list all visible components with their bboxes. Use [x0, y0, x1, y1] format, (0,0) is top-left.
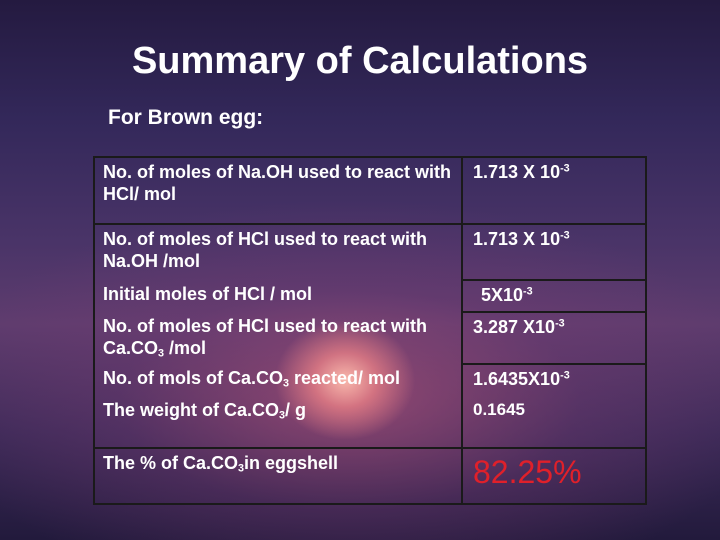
subtitle: For Brown egg:: [108, 106, 264, 129]
value-base: 1.6435X10: [473, 368, 561, 389]
table-row: Initial moles of HCl / mol 5X10-3: [93, 280, 647, 313]
row-label-text-end: / g: [285, 399, 307, 420]
row-label-text-end: /mol: [164, 337, 207, 358]
row-value: 1.713 X 10-3: [461, 156, 647, 225]
row-label: No. of moles of Na.OH used to react with…: [93, 156, 462, 225]
table-row: The % of Ca.CO3in eggshell 82.25%: [93, 447, 647, 505]
value-exponent: -3: [555, 317, 565, 330]
value-base: 1.713 X 10: [473, 229, 561, 249]
slide-title: Summary of Calculations: [131, 40, 589, 82]
label-subscript: 3: [279, 409, 286, 422]
calculation-table: No. of moles of Na.OH used to react with…: [93, 156, 647, 505]
row-label: Initial moles of HCl / mol: [93, 280, 462, 312]
row-label-text: No. of moles of HCl used to react with C…: [103, 315, 428, 358]
value-base: 3.287 X10: [473, 316, 556, 337]
table-row: No. of moles of HCl used to react with N…: [93, 224, 647, 281]
label-subscript: 3: [158, 347, 165, 360]
row-label-text: No. of mols of Ca.CO: [103, 367, 283, 388]
value-exponent: -3: [523, 285, 533, 298]
value-base: 0.1645: [473, 399, 525, 419]
row-label: The weight of Ca.CO3/ g: [93, 395, 462, 449]
row-label-text: Initial moles of HCl / mol: [103, 284, 313, 304]
table-row: The weight of Ca.CO3/ g 0.1645: [93, 395, 647, 449]
row-label-text: No. of moles of Na.OH used to react with…: [103, 162, 452, 204]
row-value: 3.287 X10-3: [461, 311, 647, 365]
row-value: 1.6435X10-3: [461, 363, 647, 396]
value-base: 1.713 X 10: [473, 162, 561, 182]
value-exponent: -3: [560, 162, 570, 175]
row-value: 82.25%: [461, 447, 647, 505]
table-row: No. of moles of Na.OH used to react with…: [93, 156, 647, 225]
label-subscript: 3: [283, 377, 290, 390]
value-exponent: -3: [560, 369, 570, 382]
row-value: 5X10-3: [461, 280, 647, 313]
row-label-text: The weight of Ca.CO: [103, 399, 280, 420]
result-percentage: 82.25%: [473, 453, 582, 490]
row-label: No. of moles of HCl used to react with N…: [93, 224, 462, 280]
value-base: 5X10: [481, 285, 524, 305]
row-label: No. of moles of HCl used to react with C…: [93, 311, 462, 364]
row-label-text-end: reacted/ mol: [289, 367, 401, 388]
row-label: The % of Ca.CO3in eggshell: [93, 447, 462, 505]
row-value: 1.713 X 10-3: [461, 224, 647, 281]
label-subscript: 3: [238, 462, 245, 475]
row-label-text-end: in eggshell: [244, 452, 339, 473]
row-label: No. of mols of Ca.CO3 reacted/ mol: [93, 363, 462, 396]
table-row: No. of mols of Ca.CO3 reacted/ mol 1.643…: [93, 363, 647, 396]
row-label-text: No. of moles of HCl used to react with N…: [103, 229, 428, 271]
row-value: 0.1645: [461, 395, 647, 449]
value-exponent: -3: [560, 229, 570, 242]
table-row: No. of moles of HCl used to react with C…: [93, 311, 647, 365]
row-label-text: The % of Ca.CO: [103, 452, 239, 473]
